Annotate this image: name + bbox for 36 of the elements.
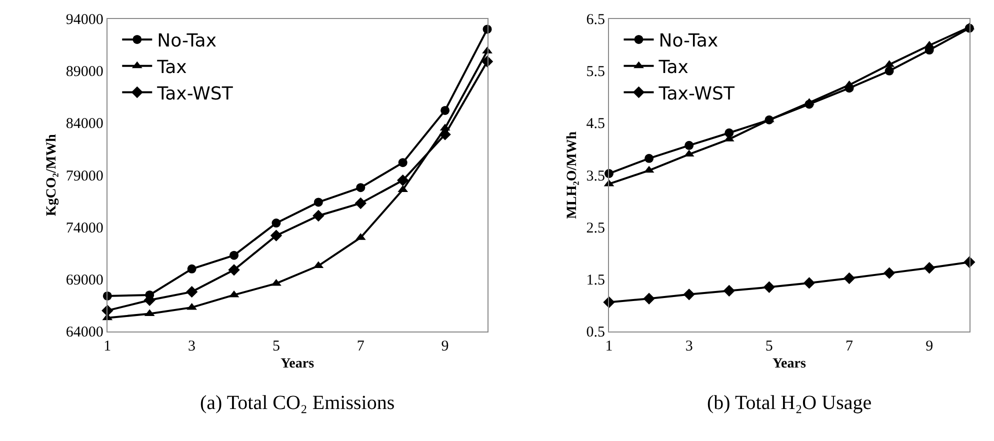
y-axis-title: MLH₂O/MWh <box>564 131 580 219</box>
y-axis-title: KgCO₂/MWh <box>44 134 60 216</box>
x-tick-label: 1 <box>605 338 613 354</box>
legend-label: Tax <box>658 56 689 78</box>
x-tick-label: 9 <box>441 338 449 354</box>
text: (b) Total H₂O Usage <box>707 392 872 414</box>
y-tick-label: 89000 <box>66 64 104 80</box>
y-tick-label: 2.5 <box>586 220 606 236</box>
y-tick-label: 84000 <box>66 116 104 132</box>
legend-label: Tax <box>156 56 188 78</box>
x-axis-title: Years <box>280 356 315 372</box>
y-tick-label: 74000 <box>66 220 104 236</box>
legend-label: No-Tax <box>157 30 217 52</box>
y-tick-label: 5.5 <box>586 64 606 80</box>
y-tick-label: 94000 <box>66 12 104 28</box>
y-tick-label: 3.5 <box>586 168 606 184</box>
x-tick-label: 5 <box>765 338 773 354</box>
x-tick-label: 5 <box>272 338 280 354</box>
y-tick-label: 64000 <box>66 324 104 341</box>
y-tick-label: 4.5 <box>586 116 606 132</box>
x-tick-label: 1 <box>104 338 112 354</box>
text: (a) Total CO₂ Emissions <box>200 392 395 414</box>
y-tick-label: 0.5 <box>586 324 606 341</box>
x-tick-label: 3 <box>188 338 196 354</box>
x-tick-label: 7 <box>356 338 365 354</box>
legend-label: Tax-WST <box>658 83 736 104</box>
x-axis-title: Years <box>772 356 806 372</box>
y-tick-label: 69000 <box>66 272 104 289</box>
y-tick-label: 1.5 <box>586 272 606 289</box>
x-tick-label: 7 <box>846 338 854 354</box>
y-tick-label: 79000 <box>66 168 104 184</box>
x-tick-label: 3 <box>685 338 693 354</box>
legend-label: No-Tax <box>658 30 718 52</box>
legend-label: Tax-WST <box>156 83 234 104</box>
y-tick-label: 6.5 <box>586 12 606 28</box>
x-tick-label: 9 <box>926 338 934 354</box>
